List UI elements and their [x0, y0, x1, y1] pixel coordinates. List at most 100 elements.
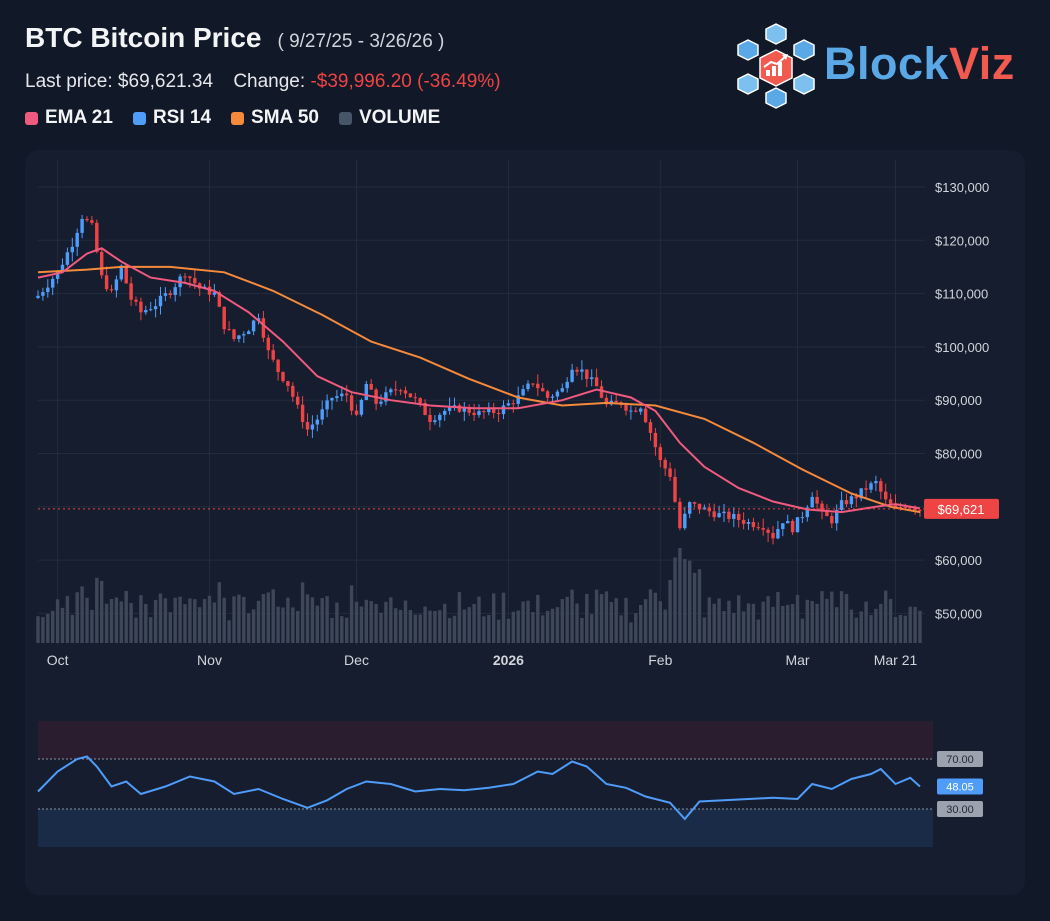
volume-bar — [570, 589, 574, 643]
price-tick-label: $50,000 — [935, 606, 982, 621]
candles — [36, 214, 922, 545]
candle-body — [746, 522, 751, 524]
volume-bars — [36, 548, 922, 643]
volume-bar — [134, 617, 138, 643]
price-chart[interactable]: $130,000 $120,000 $110,000 $100,000 $90,000 $… — [25, 150, 1025, 895]
candle-body — [536, 383, 540, 389]
volume-bar — [433, 610, 437, 643]
volume-bar — [418, 614, 422, 643]
volume-bar — [903, 615, 908, 643]
volume-bar — [438, 610, 442, 643]
candle-body — [761, 528, 765, 530]
volume-bar — [908, 606, 912, 643]
candle-body — [570, 369, 574, 382]
legend-item-rsi[interactable]: RSI 14 — [132, 107, 211, 129]
candle-body — [291, 385, 295, 397]
candle-body — [50, 278, 55, 288]
volume-bar — [55, 599, 60, 643]
candle-body — [163, 293, 168, 296]
candle-body — [491, 408, 496, 413]
rsi-level-tag — [937, 751, 983, 767]
volume-bar — [536, 594, 540, 643]
candle-body — [472, 412, 476, 416]
volume-bar — [751, 603, 756, 643]
candle-body — [139, 301, 143, 313]
candle-body — [286, 381, 290, 386]
volume-bar — [148, 617, 153, 643]
volume-bar — [379, 612, 383, 643]
candle-body — [697, 503, 702, 510]
candle-body — [771, 532, 775, 539]
volume-bar — [785, 604, 790, 643]
volume-bar — [256, 600, 261, 643]
volume-bar — [374, 604, 378, 643]
volume-bar — [340, 616, 344, 643]
volume-bar — [295, 610, 300, 643]
x-tick-label: Mar 21 — [874, 652, 918, 668]
volume-bar — [266, 592, 271, 643]
volume-bar — [810, 601, 814, 643]
candle-body — [854, 496, 859, 499]
candle-body — [261, 318, 266, 338]
volume-bar — [482, 616, 486, 643]
rsi-overbought-zone — [38, 721, 933, 759]
volume-bar — [242, 596, 246, 643]
volume-bar — [457, 592, 462, 643]
x-tick-label: Dec — [344, 652, 369, 668]
candle-body — [849, 496, 854, 505]
x-tick-label: Oct — [47, 652, 69, 668]
price-tick-label: $100,000 — [935, 340, 989, 355]
candle-body — [678, 501, 682, 529]
volume-bar — [585, 593, 589, 643]
candle-body — [320, 409, 324, 420]
candle-body — [506, 403, 511, 406]
volume-bar — [95, 577, 99, 643]
volume-bar — [687, 560, 692, 643]
candle-body — [540, 388, 545, 392]
volume-bar — [722, 610, 726, 643]
candle-body — [599, 386, 604, 398]
volume-bar — [349, 585, 354, 643]
rsi-oversold-zone — [38, 809, 933, 847]
price-tick-label: $110,000 — [935, 287, 988, 302]
volume-bar — [188, 598, 192, 643]
candle-body — [95, 222, 99, 252]
volume-bar — [163, 598, 168, 643]
candle-body — [839, 500, 844, 510]
volume-bar — [389, 597, 393, 643]
candle-body — [310, 424, 315, 430]
candle-body — [75, 232, 79, 247]
legend-item-sma[interactable]: SMA 50 — [231, 107, 319, 129]
volume-bar — [467, 607, 471, 643]
candle-body — [193, 278, 197, 284]
price-tick-label: $130,000 — [935, 180, 989, 195]
candle-body — [805, 507, 810, 518]
volume-bar — [144, 604, 148, 643]
volume-bar — [65, 596, 70, 643]
candle-body — [384, 392, 388, 402]
volume-bar — [286, 597, 290, 643]
price-tick-label: $120,000 — [935, 233, 989, 248]
price-tick-label: $80,000 — [935, 447, 982, 462]
rsi-level-tag — [937, 801, 983, 817]
candle-body — [565, 381, 569, 389]
legend-item-ema[interactable]: EMA 21 — [25, 107, 113, 129]
volume-bar — [604, 591, 609, 643]
volume-bar — [41, 617, 45, 643]
volume-bar — [384, 601, 388, 643]
volume-bar — [491, 593, 496, 643]
volume-bar — [550, 608, 555, 643]
candle-body — [687, 502, 692, 514]
candle-body — [276, 359, 280, 373]
legend-item-volume[interactable]: VOLUME — [338, 107, 440, 129]
candle-body — [717, 513, 721, 518]
volume-bar — [281, 607, 285, 643]
volume-bar — [736, 595, 741, 643]
candle-body — [869, 483, 873, 490]
candle-body — [668, 468, 672, 477]
volume-bar — [207, 595, 212, 643]
candle-body — [643, 408, 648, 423]
volume-bar — [531, 612, 535, 643]
x-tick-label: Mar — [785, 652, 809, 668]
volume-bar — [790, 603, 795, 643]
